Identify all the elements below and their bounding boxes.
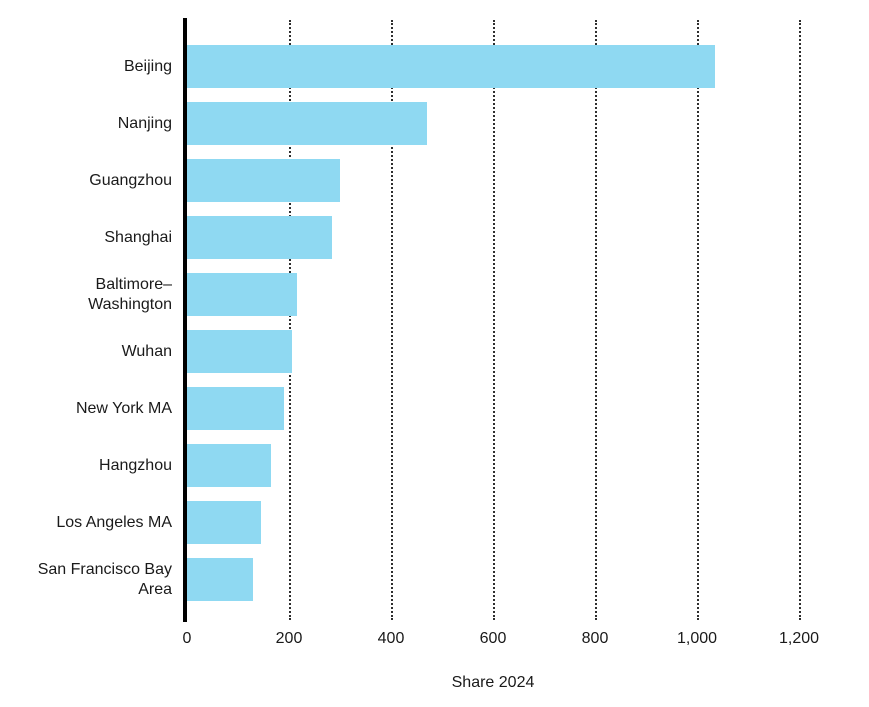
bar xyxy=(187,501,261,544)
y-axis-label: Shanghai xyxy=(104,228,172,246)
bar xyxy=(187,444,272,487)
y-axis-label: San Francisco Bay Area xyxy=(37,561,172,598)
x-axis: 0 200 400 600 800 1,000 1,200 xyxy=(183,630,850,652)
bar xyxy=(187,45,715,88)
x-tick-label: 1,000 xyxy=(676,630,718,647)
y-axis-label: Hangzhou xyxy=(99,456,172,474)
y-axis-label: Guangzhou xyxy=(89,171,172,189)
y-axis-label: New York MA xyxy=(75,399,172,417)
x-tick-label: 0 xyxy=(182,630,192,647)
y-axis-label: Beijing xyxy=(123,57,172,75)
bar xyxy=(187,102,427,145)
y-axis-labels: Beijing Nanjing Guangzhou Shanghai Baltimore… xyxy=(0,20,172,620)
x-axis-title: Share 2024 xyxy=(451,674,535,691)
bar xyxy=(187,159,340,202)
plot-area xyxy=(187,20,850,620)
bar xyxy=(187,330,292,373)
gridline xyxy=(493,20,495,620)
y-axis-label: Baltimore–Washington xyxy=(88,276,172,313)
gridline xyxy=(697,20,699,620)
gridline xyxy=(595,20,597,620)
y-axis-label: Wuhan xyxy=(121,342,172,360)
bar xyxy=(187,558,254,601)
gridline xyxy=(391,20,393,620)
bar xyxy=(187,387,284,430)
x-tick-label: 400 xyxy=(377,630,405,647)
y-axis-label: Los Angeles MA xyxy=(56,513,172,531)
gridline xyxy=(799,20,801,620)
x-tick-label: 800 xyxy=(581,630,609,647)
x-tick-label: 200 xyxy=(275,630,303,647)
gridline xyxy=(289,20,291,620)
x-tick-label: 1,200 xyxy=(778,630,820,647)
bar xyxy=(187,216,333,259)
x-tick-label: 600 xyxy=(479,630,507,647)
y-axis-label: Nanjing xyxy=(117,114,172,132)
bar xyxy=(187,273,297,316)
y-axis-line xyxy=(183,18,187,622)
